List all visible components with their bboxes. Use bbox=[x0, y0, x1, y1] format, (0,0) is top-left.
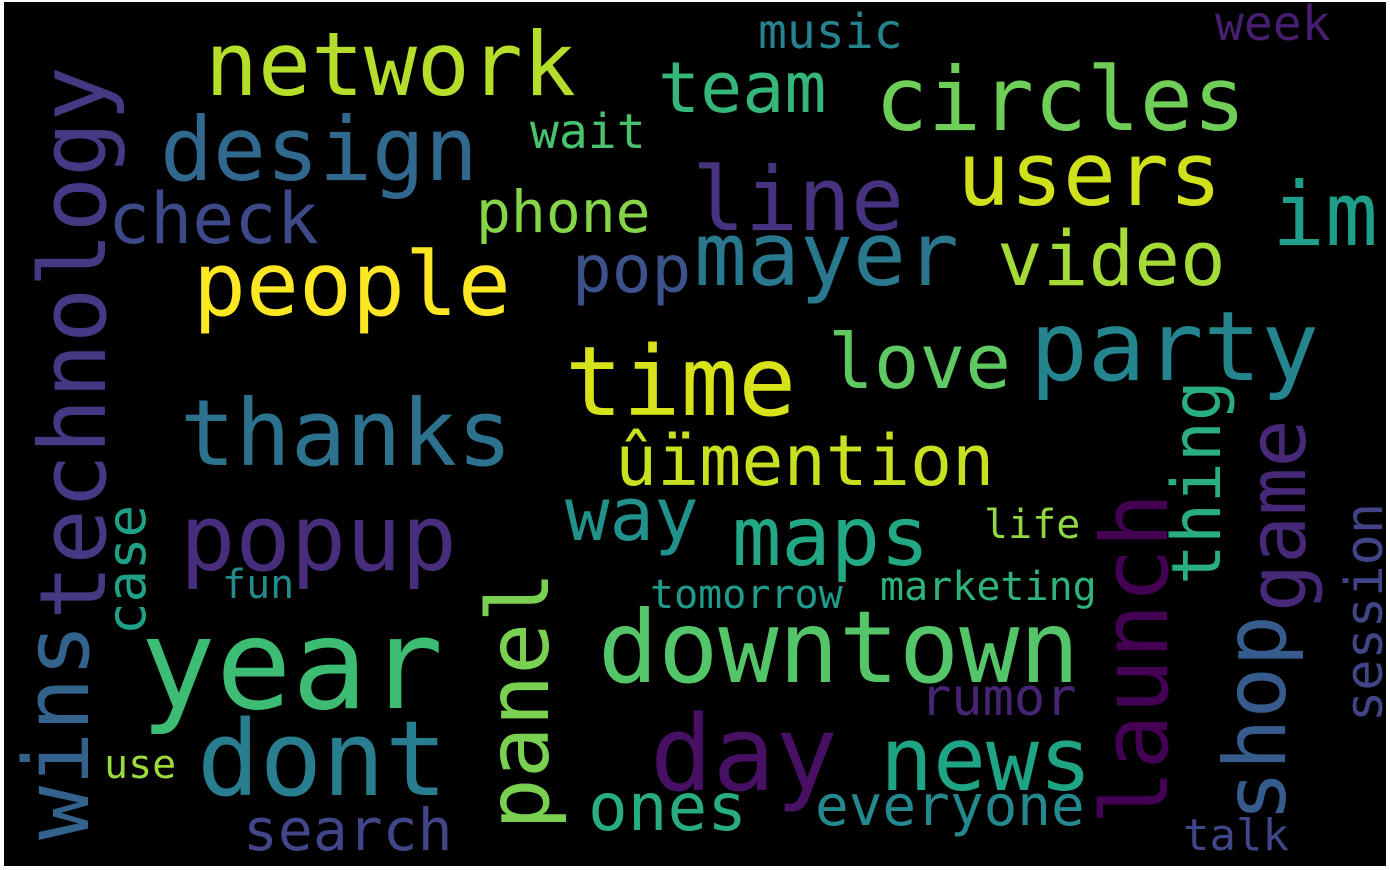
word-game: game bbox=[1231, 419, 1324, 612]
word-week: week bbox=[1215, 0, 1331, 52]
word-team: team bbox=[658, 47, 827, 129]
word-wins: wins bbox=[5, 623, 110, 840]
word-panel: panel bbox=[469, 571, 569, 830]
word-case: case bbox=[95, 505, 158, 635]
word-party: party bbox=[1030, 291, 1319, 403]
word-session: session bbox=[1335, 503, 1390, 722]
word-year: year bbox=[140, 591, 443, 738]
word-cloud-background bbox=[4, 2, 1386, 866]
word-launch: launch bbox=[1082, 493, 1189, 825]
word-everyone: everyone bbox=[815, 774, 1085, 839]
word-thing: thing bbox=[1158, 380, 1237, 585]
word-thanks: thanks bbox=[180, 380, 512, 487]
word-tomorrow: tomorrow bbox=[650, 572, 844, 618]
word-technology: technology bbox=[20, 66, 127, 620]
word-dont: dont bbox=[197, 698, 447, 820]
word-day: day bbox=[650, 693, 838, 815]
word-wait: wait bbox=[530, 104, 646, 160]
word-check: check bbox=[108, 178, 319, 260]
word-search: search bbox=[243, 796, 453, 864]
word-marketing: marketing bbox=[880, 564, 1097, 610]
word-news: news bbox=[880, 708, 1092, 811]
word-downtown: downtown bbox=[598, 589, 1080, 706]
word-use: use bbox=[104, 742, 176, 788]
word-people: people bbox=[193, 233, 511, 336]
word-rumor: rumor bbox=[920, 668, 1077, 728]
word-network: network bbox=[205, 13, 576, 116]
word-life: life bbox=[984, 502, 1080, 548]
word-time: time bbox=[565, 326, 796, 438]
word-shop: shop bbox=[1206, 615, 1306, 822]
word-pop: pop bbox=[572, 231, 691, 308]
word-phone: phone bbox=[476, 178, 651, 246]
word-maps: maps bbox=[732, 490, 929, 585]
word-way: way bbox=[565, 472, 699, 558]
word-mayer: mayer bbox=[694, 203, 959, 306]
word-line: line bbox=[692, 148, 904, 251]
word-design: design bbox=[160, 98, 478, 201]
word--mention: ûïmention bbox=[615, 420, 994, 502]
word-ones: ones bbox=[588, 769, 747, 846]
word-popup: popup bbox=[180, 485, 457, 592]
word-fun: fun bbox=[222, 562, 294, 608]
word-im: im bbox=[1272, 163, 1378, 266]
word-talk: talk bbox=[1183, 810, 1289, 861]
word-video: video bbox=[997, 214, 1226, 303]
word-users: users bbox=[957, 123, 1222, 226]
word-circles: circles bbox=[875, 48, 1246, 151]
word-music: music bbox=[758, 4, 903, 60]
word-love: love bbox=[828, 317, 1011, 406]
